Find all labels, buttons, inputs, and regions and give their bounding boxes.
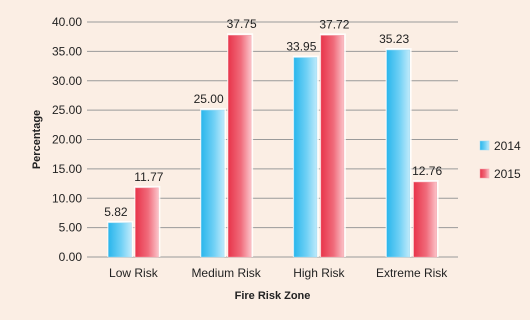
- x-category-label: Extreme Risk: [376, 266, 448, 280]
- y-tick-label: 40.00: [52, 15, 82, 29]
- bar-2014-extreme-risk: [386, 49, 410, 258]
- x-axis-categories: Low Risk Medium Risk High Risk Extreme Risk: [109, 266, 448, 280]
- legend-swatch-2014: [479, 140, 490, 151]
- bar-2015-extreme-risk: [413, 181, 437, 258]
- legend-label: 2014: [494, 139, 521, 153]
- x-axis-title: Fire Risk Zone: [235, 290, 311, 302]
- x-category-label: Medium Risk: [191, 266, 261, 280]
- x-category-label: Low Risk: [109, 266, 159, 280]
- data-label: 5.82: [104, 205, 128, 219]
- bar-2014-low-risk: [108, 222, 132, 258]
- data-label: 25.00: [194, 92, 224, 106]
- y-tick-label: 15.00: [52, 162, 82, 176]
- y-axis-ticks: 0.00 5.00 10.00 15.00 20.00 25.00 30.00 35.00 40…: [52, 15, 82, 264]
- bar-2015-medium-risk: [227, 34, 252, 258]
- y-tick-label: 25.00: [52, 103, 82, 117]
- data-label: 12.76: [412, 164, 442, 178]
- legend-label: 2015: [494, 167, 521, 181]
- y-axis-title: Percentage: [31, 110, 43, 169]
- data-label: 11.77: [134, 170, 163, 184]
- y-tick-label: 35.00: [52, 44, 82, 58]
- bar-2014-high-risk: [293, 57, 318, 258]
- y-tick-label: 5.00: [59, 221, 83, 235]
- y-tick-label: 0.00: [59, 250, 83, 264]
- data-label: 37.72: [319, 17, 349, 31]
- legend: 2014 2015: [479, 139, 521, 181]
- data-label: 35.23: [379, 32, 409, 46]
- bars: [107, 33, 439, 258]
- bar-2015-high-risk: [320, 35, 345, 258]
- data-label: 37.75: [227, 17, 257, 31]
- bar-2014-medium-risk: [200, 109, 225, 258]
- y-tick-label: 10.00: [52, 191, 82, 205]
- legend-swatch-2015: [479, 168, 490, 179]
- x-category-label: High Risk: [293, 266, 345, 280]
- y-tick-label: 20.00: [52, 133, 82, 147]
- y-tick-label: 30.00: [52, 74, 82, 88]
- data-label: 33.95: [286, 40, 316, 54]
- bar-2015-low-risk: [135, 187, 159, 258]
